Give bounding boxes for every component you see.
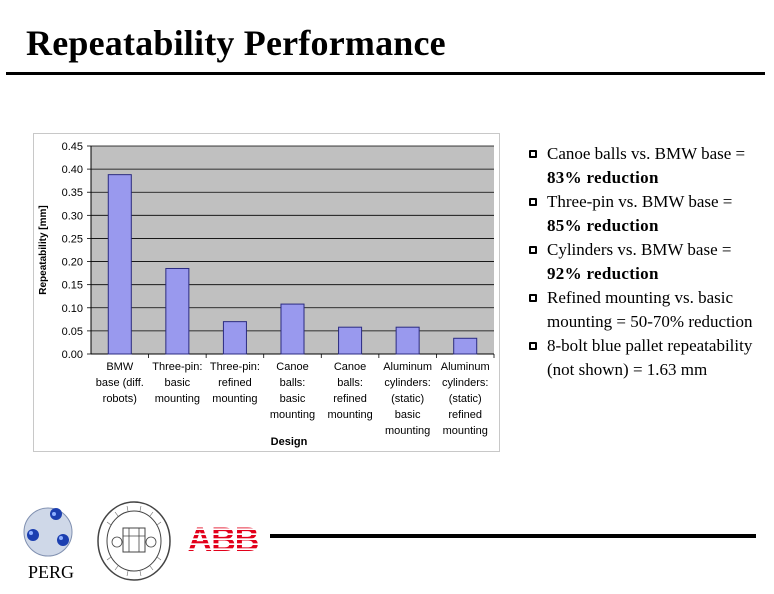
bullet-text: 8-bolt blue pallet repeatability (not sh… — [547, 336, 753, 379]
bullet-marker-icon — [529, 294, 537, 302]
y-tick-label: 0.30 — [62, 210, 83, 222]
bullet-text: Three-pin vs. BMW base = — [547, 192, 733, 211]
chart-svg: 0.00 0.05 0.10 0.15 0.20 0.25 0.30 0.35 0.40 0.45… — [38, 141, 495, 448]
footer-divider — [270, 534, 756, 538]
bar — [395, 326, 420, 355]
bar — [338, 326, 363, 355]
x-category-label: cylinders: — [442, 377, 488, 389]
x-category-label: basic — [165, 377, 191, 389]
bullet-item-4: Refined mounting vs. basic mounting = 50… — [528, 286, 768, 334]
y-tick-label: 0.05 — [62, 326, 83, 338]
x-category-label: Canoe — [276, 361, 308, 373]
x-category-label: Three-pin: — [152, 361, 202, 373]
bullet-list: Canoe balls vs. BMW base = 83% reduction… — [528, 142, 768, 382]
perg-logo-text: PERG — [28, 562, 74, 582]
x-category-label: BMW — [106, 361, 133, 373]
abb-logo: ABB — [188, 521, 258, 554]
x-category-label: Three-pin: — [210, 361, 260, 373]
x-category-label: mounting — [155, 393, 200, 405]
y-tick-label: 0.40 — [62, 164, 83, 176]
x-category-label: refined — [333, 393, 367, 405]
y-tick-label: 0.00 — [62, 349, 83, 361]
title-divider — [6, 72, 765, 75]
x-category-label: basic — [280, 393, 306, 405]
x-axis-title: Design — [271, 436, 308, 448]
bar — [165, 267, 190, 355]
x-category-label: balls: — [280, 377, 306, 389]
bar — [222, 321, 247, 355]
x-category-label: mounting — [385, 425, 430, 437]
bullet-marker-icon — [529, 150, 537, 158]
bullet-emphasis: 92% reduction — [547, 264, 659, 283]
x-category-label: Aluminum — [441, 361, 490, 373]
y-tick-label: 0.15 — [62, 280, 83, 292]
x-category-label: mounting — [443, 425, 488, 437]
bullet-text: Refined mounting vs. basic mounting = 50… — [547, 288, 753, 331]
y-axis-title: Repeatability [mm] — [38, 205, 49, 294]
x-category-label: basic — [395, 409, 421, 421]
bullet-marker-icon — [529, 198, 537, 206]
bullet-emphasis: 83% reduction — [547, 168, 659, 187]
x-category-label: mounting — [212, 393, 257, 405]
x-category-label: robots) — [103, 393, 137, 405]
perg-logo: PERG — [23, 507, 74, 582]
x-category-label: cylinders: — [384, 377, 430, 389]
institute-seal-logo — [97, 501, 171, 581]
x-category-label: refined — [448, 409, 482, 421]
bullet-item-2: Three-pin vs. BMW base = 85% reduction — [528, 190, 768, 238]
bar-chart: 0.00 0.05 0.10 0.15 0.20 0.25 0.30 0.35 0.40 0.45… — [33, 133, 500, 452]
x-category-label: (static) — [391, 393, 424, 405]
x-category-label: mounting — [327, 409, 372, 421]
x-category-label: base (diff. — [96, 377, 144, 389]
y-tick-label: 0.20 — [62, 257, 83, 269]
x-category-label: (static) — [449, 393, 482, 405]
bar — [280, 303, 305, 355]
y-tick-label: 0.35 — [62, 187, 83, 199]
x-category-label: refined — [218, 377, 252, 389]
y-tick-label: 0.10 — [62, 303, 83, 315]
x-category-label: Aluminum — [383, 361, 432, 373]
bullet-text: Cylinders vs. BMW base = — [547, 240, 732, 259]
bullet-text: Canoe balls vs. BMW base = — [547, 144, 746, 163]
slide-title: Repeatability Performance — [26, 23, 446, 63]
bar — [453, 337, 478, 355]
y-tick-label: 0.25 — [62, 233, 83, 245]
bullet-item-5: 8-bolt blue pallet repeatability (not sh… — [528, 334, 768, 382]
bullet-marker-icon — [529, 246, 537, 254]
bar — [107, 174, 132, 355]
x-category-label: Canoe — [334, 361, 366, 373]
bullet-marker-icon — [529, 342, 537, 350]
bullet-item-3: Cylinders vs. BMW base = 92% reduction — [528, 238, 768, 286]
bullet-item-1: Canoe balls vs. BMW base = 83% reduction — [528, 142, 768, 190]
y-tick-label: 0.45 — [62, 141, 83, 153]
bullet-emphasis: 85% reduction — [547, 216, 659, 235]
x-category-label: mounting — [270, 409, 315, 421]
x-category-label: balls: — [337, 377, 363, 389]
abb-logo-text: ABB — [188, 521, 258, 554]
